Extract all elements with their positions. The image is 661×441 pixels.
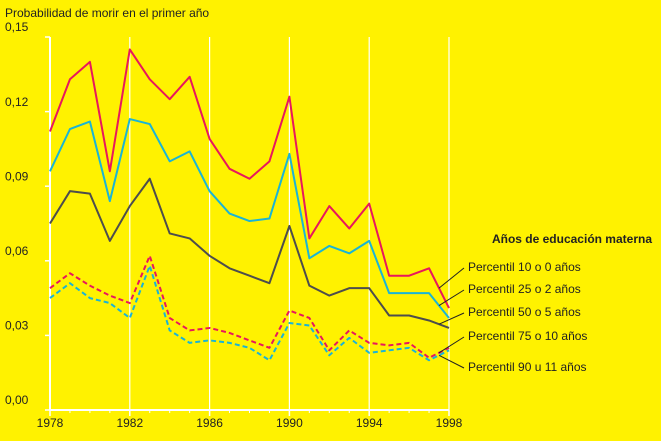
y-tick-label: 0,12 (5, 95, 29, 109)
legend-label: Percentil 10 o 0 años (468, 260, 581, 274)
series-line (49, 254, 450, 359)
legend-leader (438, 312, 465, 325)
y-tick-label: 0,09 (5, 169, 29, 183)
x-tick-label: 1982 (116, 416, 143, 430)
legend-leader (438, 289, 465, 306)
series-line (49, 118, 450, 319)
legend-label: Percentil 50 o 5 años (468, 305, 581, 319)
x-tick-label: 1986 (196, 416, 223, 430)
y-tick-label: 0,06 (5, 244, 29, 258)
y-tick-label: 0,15 (5, 20, 29, 34)
legend-title: Años de educación materna (492, 232, 652, 246)
legend-label: Percentil 75 o 10 años (468, 329, 587, 343)
x-tick-label: 1990 (276, 416, 303, 430)
y-tick-label: 0,00 (5, 393, 29, 407)
legend-leader (438, 354, 465, 369)
x-tick-label: 1978 (37, 416, 64, 430)
series-line (49, 264, 450, 362)
legend-label: Percentil 25 o 2 años (468, 282, 581, 296)
y-axis-label: Probabilidad de morir en el primer año (5, 6, 209, 20)
series-line (49, 177, 450, 329)
y-tick-label: 0,03 (5, 319, 29, 333)
x-tick-label: 1998 (436, 416, 463, 430)
legend-leader (438, 267, 465, 289)
series-line (49, 48, 450, 309)
x-tick-label: 1994 (356, 416, 383, 430)
legend-leader (438, 336, 465, 354)
legend-label: Percentil 90 u 11 años (468, 360, 587, 374)
